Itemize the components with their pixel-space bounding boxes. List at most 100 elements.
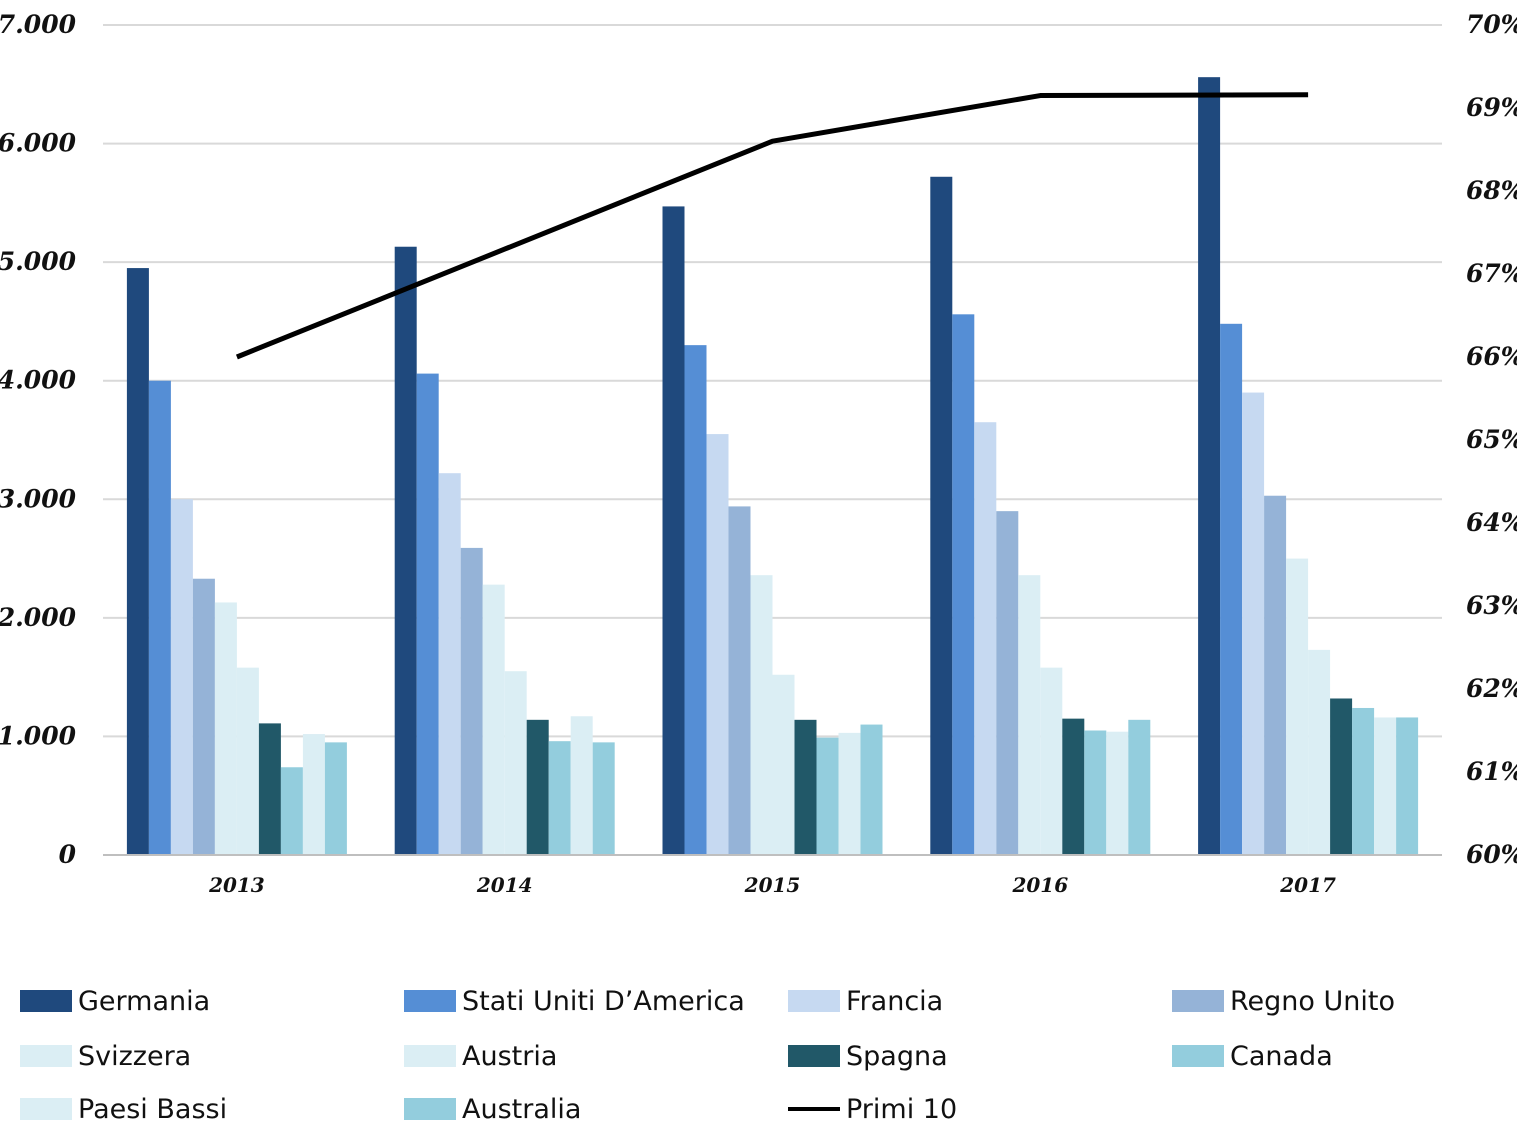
- y-axis-right: 60% 61% 62% 63% 64% 65% 66% 67% 68% 69% 70%: [1466, 10, 1517, 869]
- bar-australia-2016: [1128, 719, 1151, 855]
- line-series: [235, 92, 1309, 360]
- chart: 0 1.000 2.000 3.000 4.000 5.000 6.000 7.000 60%…: [0, 10, 1517, 897]
- bar-canada-2013: [280, 767, 303, 855]
- legend-swatch: [404, 990, 456, 1012]
- legend-item: Spagna: [788, 1033, 948, 1079]
- bar-spagna-2014: [526, 719, 549, 855]
- bar-francia-2015: [706, 434, 729, 855]
- legend-label: Spagna: [846, 1040, 948, 1072]
- bar-stati-uniti-d-america-2014: [416, 373, 439, 855]
- y-right-tick-label: 66%: [1466, 342, 1517, 371]
- legend-label: Regno Unito: [1230, 985, 1395, 1017]
- x-tick-label: 2013: [208, 873, 265, 897]
- bar-australia-2015: [860, 724, 883, 855]
- y-left-tick-label: 3.000: [0, 484, 77, 513]
- bar-austria-2013: [236, 667, 259, 855]
- bar-austria-2014: [504, 671, 527, 855]
- bar-canada-2016: [1084, 730, 1107, 855]
- legend-swatch: [20, 1098, 72, 1120]
- legend-swatch: [788, 1107, 840, 1111]
- legend-swatch: [788, 1045, 840, 1067]
- legend-item: Francia: [788, 978, 943, 1024]
- bar-spagna-2016: [1062, 718, 1085, 855]
- bar-austria-2015: [772, 674, 795, 855]
- y-axis-left: 0 1.000 2.000 3.000 4.000 5.000 6.000 7.000: [0, 10, 77, 869]
- legend-label: Paesi Bassi: [78, 1093, 228, 1123]
- legend-item: Stati Uniti D’America: [404, 978, 745, 1024]
- legend-item: Regno Unito: [1172, 978, 1395, 1024]
- legend-label: Primi 10: [846, 1093, 958, 1123]
- bar-regno-unito-2013: [192, 578, 215, 855]
- bar-paesi-bassi-2013: [302, 734, 325, 855]
- x-tick-label: 2017: [1279, 873, 1336, 897]
- legend-label: Germania: [78, 985, 211, 1017]
- y-left-tick-label: 1.000: [0, 721, 77, 750]
- bar-regno-unito-2017: [1264, 495, 1287, 855]
- bar-francia-2017: [1242, 392, 1265, 855]
- legend: Germania Stati Uniti D’America Francia Regn…: [20, 978, 1500, 1123]
- bar-francia-2013: [170, 499, 193, 855]
- legend-item: Germania: [20, 978, 210, 1024]
- bar-austria-2017: [1308, 649, 1331, 855]
- legend-item: Australia: [404, 1086, 581, 1123]
- bar-germania-2015: [662, 206, 685, 855]
- bar-germania-2017: [1198, 77, 1221, 855]
- bar-canada-2015: [816, 737, 839, 855]
- x-tick-label: 2016: [1011, 873, 1068, 897]
- legend-label: Svizzera: [78, 1040, 192, 1072]
- legend-swatch: [1172, 1045, 1224, 1067]
- legend-swatch: [404, 1045, 456, 1067]
- bar-paesi-bassi-2017: [1374, 717, 1397, 855]
- y-left-tick-label: 6.000: [0, 129, 77, 158]
- bar-spagna-2013: [258, 723, 281, 855]
- bar-regno-unito-2015: [728, 506, 751, 855]
- bars: [126, 77, 1419, 856]
- bar-svizzera-2013: [214, 602, 237, 855]
- y-right-tick-label: 64%: [1466, 508, 1517, 537]
- bar-francia-2014: [438, 473, 461, 855]
- bar-regno-unito-2016: [996, 511, 1019, 855]
- legend-item: Paesi Bassi: [20, 1086, 227, 1123]
- legend-item: Svizzera: [20, 1033, 191, 1079]
- legend-swatch: [20, 1045, 72, 1067]
- legend-item: Canada: [1172, 1033, 1333, 1079]
- y-right-tick-label: 61%: [1466, 757, 1517, 786]
- y-left-tick-label: 2.000: [0, 603, 77, 632]
- bar-svizzera-2014: [482, 584, 505, 855]
- legend-item: Primi 10: [788, 1086, 957, 1123]
- bar-australia-2013: [324, 742, 347, 855]
- bar-svizzera-2017: [1286, 558, 1309, 855]
- bar-australia-2017: [1396, 717, 1419, 855]
- y-left-tick-label: 7.000: [0, 10, 77, 39]
- bar-germania-2016: [930, 176, 953, 855]
- bar-stati-uniti-d-america-2016: [952, 314, 975, 855]
- legend-item: Austria: [404, 1033, 557, 1079]
- bar-stati-uniti-d-america-2015: [684, 345, 707, 855]
- line-primi-10: [235, 92, 1309, 360]
- bar-australia-2014: [592, 742, 615, 855]
- y-right-tick-label: 62%: [1466, 674, 1517, 703]
- legend-swatch: [788, 990, 840, 1012]
- y-right-tick-label: 68%: [1466, 176, 1517, 205]
- y-right-tick-label: 65%: [1466, 425, 1517, 454]
- y-left-tick-label: 4.000: [0, 366, 77, 395]
- bar-regno-unito-2014: [460, 547, 483, 855]
- x-tick-label: 2015: [744, 873, 801, 897]
- bar-spagna-2015: [794, 719, 817, 855]
- legend-label: Austria: [462, 1040, 558, 1072]
- bar-stati-uniti-d-america-2017: [1220, 323, 1243, 855]
- bar-svizzera-2015: [750, 575, 773, 855]
- x-axis-ticks: 2013 2014 2015 2016 2017: [208, 873, 1336, 897]
- y-right-tick-label: 69%: [1466, 93, 1517, 122]
- y-left-tick-label: 0: [59, 840, 77, 869]
- legend-label: Stati Uniti D’America: [462, 985, 745, 1017]
- bar-germania-2013: [126, 268, 149, 856]
- bar-paesi-bassi-2014: [570, 716, 593, 855]
- bar-germania-2014: [394, 246, 417, 855]
- legend-swatch: [20, 990, 72, 1012]
- x-tick-label: 2014: [476, 873, 533, 897]
- y-right-tick-label: 70%: [1466, 10, 1517, 39]
- bar-svizzera-2016: [1018, 575, 1041, 855]
- bar-spagna-2017: [1330, 698, 1353, 855]
- bar-paesi-bassi-2015: [838, 732, 861, 855]
